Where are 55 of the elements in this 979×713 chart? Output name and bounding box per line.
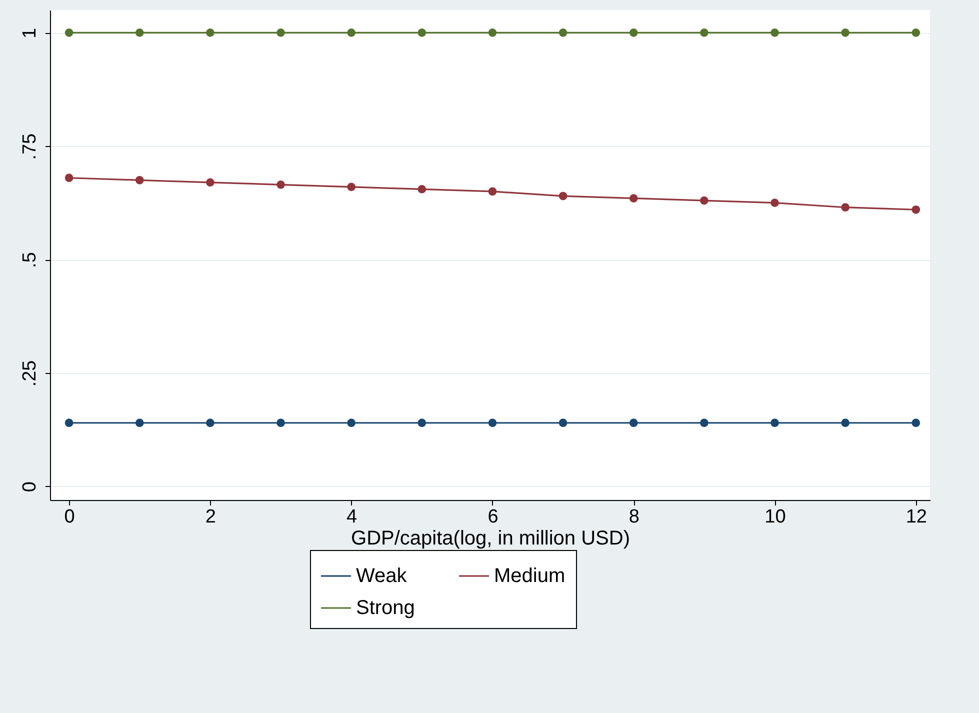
point: [912, 28, 920, 37]
point: [558, 192, 568, 200]
point: [841, 203, 850, 212]
point: [558, 28, 568, 37]
x-axis-title: GDP/capita(log, in million USD): [351, 528, 630, 550]
point: [418, 185, 426, 194]
point: [206, 28, 214, 37]
point: [347, 182, 356, 192]
point: [770, 28, 779, 37]
y-tick-label: .75: [20, 133, 40, 160]
point: [64, 418, 74, 428]
legend-label: Strong: [356, 597, 415, 619]
point: [135, 418, 144, 428]
y-tick-label: 1: [20, 28, 40, 38]
point: [912, 205, 920, 214]
point: [770, 198, 779, 207]
point: [135, 28, 144, 37]
legend-label: Medium: [494, 565, 566, 587]
point: [629, 28, 638, 37]
point: [770, 418, 779, 428]
point: [418, 28, 426, 37]
point: [700, 28, 708, 37]
y-tick-label: 0: [20, 482, 40, 492]
point: [629, 418, 638, 428]
point: [418, 418, 426, 428]
point: [347, 28, 356, 37]
legend-label: Weak: [356, 565, 408, 587]
point: [841, 418, 850, 428]
point: [206, 178, 214, 187]
x-tick-label: 6: [488, 506, 498, 528]
x-tick-label: 10: [764, 506, 786, 528]
point: [276, 180, 285, 189]
point: [347, 418, 356, 428]
y-tick-label: .25: [20, 360, 40, 387]
point: [488, 187, 497, 196]
point: [912, 418, 920, 428]
x-tick-label: 8: [628, 506, 640, 528]
y-tick-label: .5: [20, 252, 40, 268]
point: [700, 418, 708, 428]
x-tick-label: 2: [205, 506, 216, 528]
point: [64, 28, 74, 37]
point: [135, 176, 144, 184]
point: [206, 418, 214, 428]
point: [276, 418, 285, 428]
point: [558, 418, 568, 428]
x-tick-label: 12: [906, 506, 927, 528]
point: [276, 28, 285, 37]
point: [488, 418, 497, 428]
point: [488, 28, 497, 37]
x-tick-label: 4: [346, 506, 358, 528]
point: [64, 174, 74, 182]
point: [700, 196, 708, 205]
x-tick-label: 0: [64, 506, 75, 528]
point: [629, 194, 638, 202]
point: [841, 28, 850, 37]
